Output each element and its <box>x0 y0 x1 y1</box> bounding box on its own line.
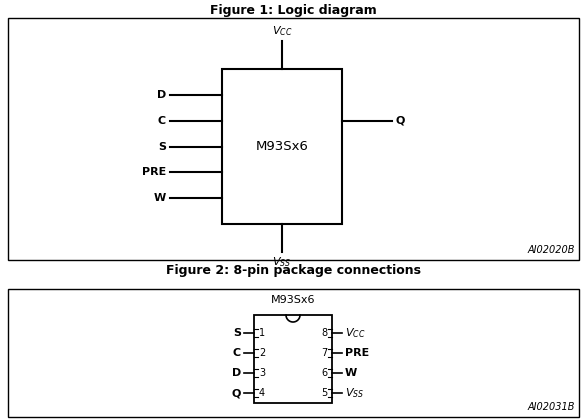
Text: AI02031B: AI02031B <box>528 402 575 412</box>
Text: 4: 4 <box>259 388 265 398</box>
Text: M93Sx6: M93Sx6 <box>271 295 315 305</box>
Text: Figure 1: Logic diagram: Figure 1: Logic diagram <box>210 4 377 17</box>
Text: 5: 5 <box>321 388 327 398</box>
Bar <box>8 289 579 417</box>
Text: M93Sx6: M93Sx6 <box>255 140 308 153</box>
Text: 6: 6 <box>321 368 327 378</box>
Text: $V_{CC}$: $V_{CC}$ <box>272 24 292 38</box>
Text: 7: 7 <box>321 348 327 358</box>
Text: Q: Q <box>232 388 241 398</box>
Text: S: S <box>158 142 166 152</box>
Text: PRE: PRE <box>141 167 166 177</box>
Text: AI02020B: AI02020B <box>528 245 575 255</box>
Text: $V_{SS}$: $V_{SS}$ <box>345 386 364 400</box>
Text: D: D <box>232 368 241 378</box>
Text: $V_{SS}$: $V_{SS}$ <box>272 255 292 269</box>
Text: D: D <box>157 90 166 100</box>
Text: Figure 2: 8-pin package connections: Figure 2: 8-pin package connections <box>166 264 421 277</box>
Text: W: W <box>154 193 166 203</box>
Bar <box>222 69 342 224</box>
Text: Q: Q <box>396 116 406 126</box>
Text: W: W <box>345 368 357 378</box>
Text: PRE: PRE <box>345 348 369 358</box>
Text: S: S <box>233 328 241 338</box>
Text: 3: 3 <box>259 368 265 378</box>
Text: 2: 2 <box>259 348 265 358</box>
Text: $V_{CC}$: $V_{CC}$ <box>345 326 366 340</box>
Bar <box>254 315 332 403</box>
Text: C: C <box>233 348 241 358</box>
Text: 1: 1 <box>259 328 265 338</box>
Text: 8: 8 <box>321 328 327 338</box>
Text: C: C <box>158 116 166 126</box>
